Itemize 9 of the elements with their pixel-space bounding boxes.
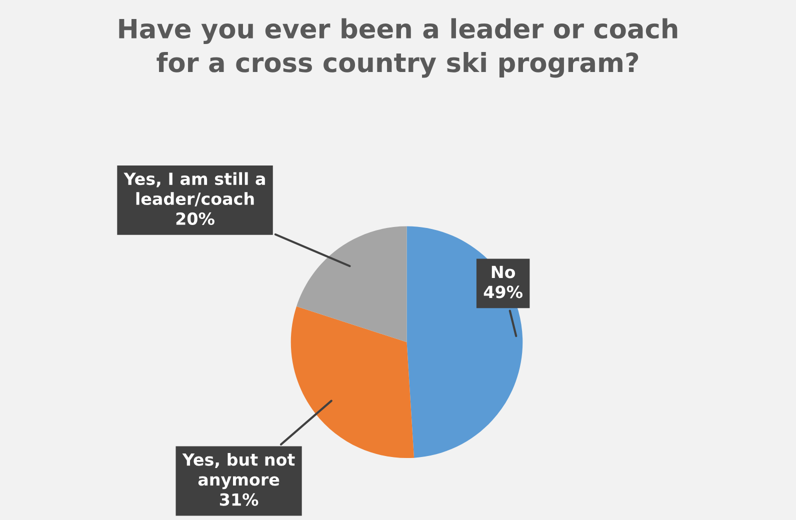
chart-title: Have you ever been a leader or coach for a cross country ski program? xyxy=(119,18,678,78)
data-label: 20% xyxy=(176,212,214,225)
pie-slice xyxy=(406,226,523,458)
data-label: 31% xyxy=(220,493,258,506)
slice-label: No xyxy=(492,266,516,278)
slice-label: Yes, I am still a leader/coach xyxy=(124,172,265,206)
pie-slice xyxy=(296,226,407,342)
data-label: 49% xyxy=(484,286,522,298)
slice-label: Yes, but not anymore xyxy=(182,452,295,490)
